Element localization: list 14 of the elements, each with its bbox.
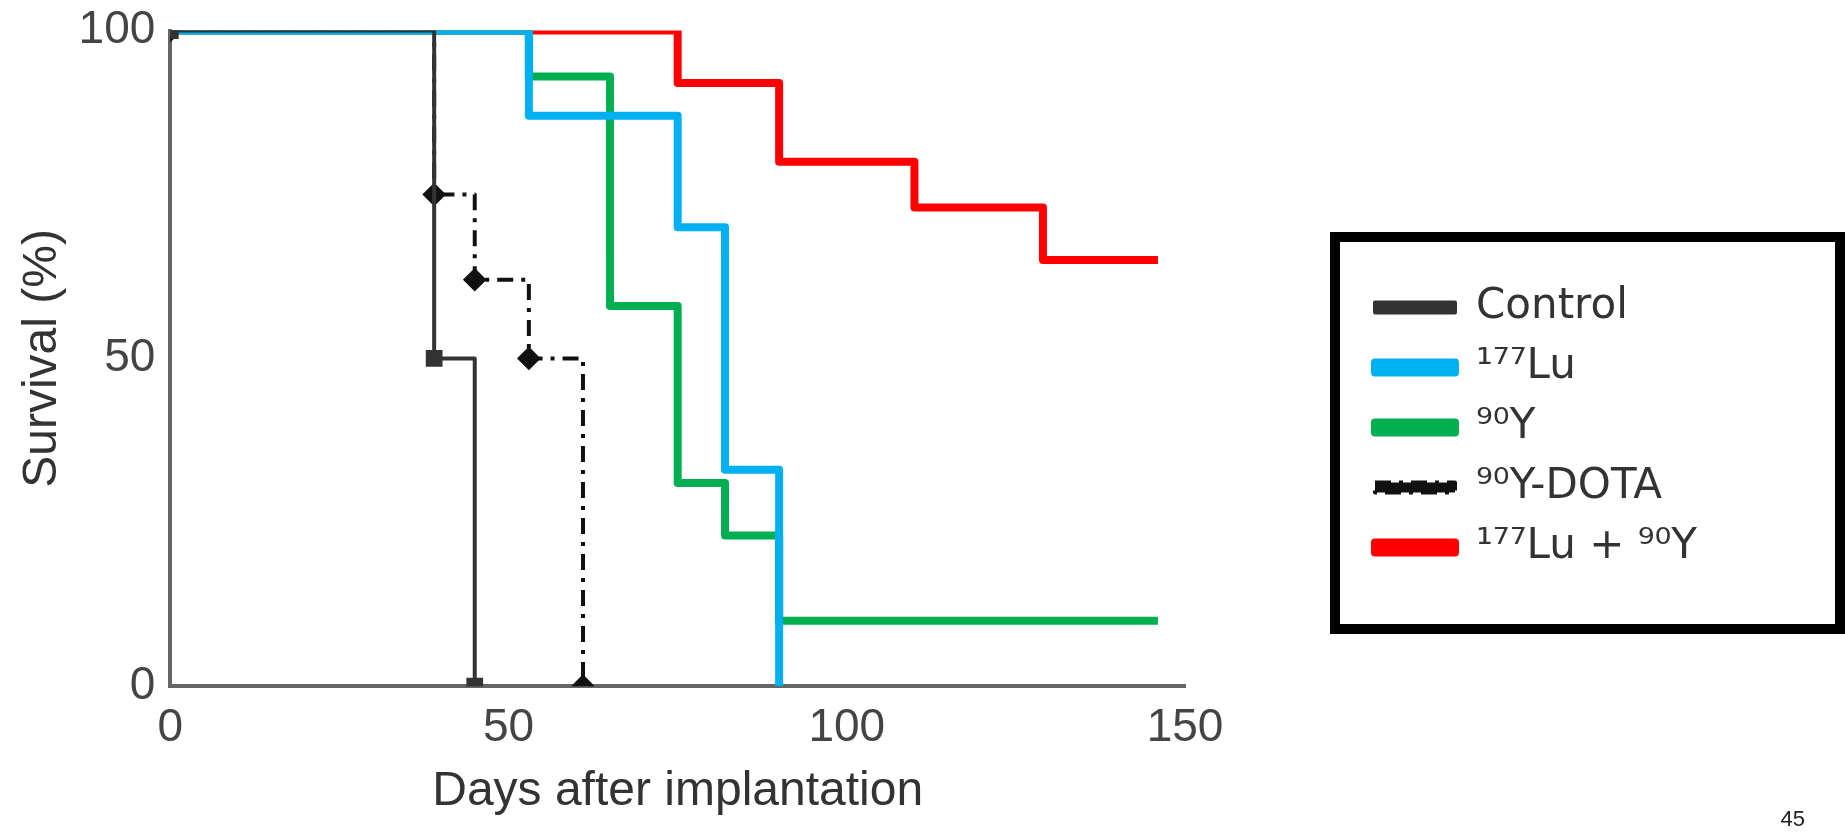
legend-label: ¹⁷⁷Lu [1476, 339, 1576, 389]
legend-label: ⁹⁰Y [1476, 399, 1536, 449]
legend-label: ⁹⁰Y-DOTA [1476, 459, 1663, 509]
y-axis-title: Survival (%) [13, 229, 67, 488]
y-tick-label: 50 [104, 329, 156, 382]
text: 45 [1780, 806, 1805, 832]
x-axis-title: Days after implantation [432, 762, 924, 816]
x-tick-label: 50 [482, 699, 535, 752]
y-tick-label: 100 [78, 1, 156, 54]
x-tick-label: 100 [808, 699, 886, 752]
x-tick-label: 150 [1146, 699, 1224, 752]
y-tick-label: 0 [129, 656, 156, 709]
legend-label: Control [1476, 279, 1628, 329]
legend-label: ¹⁷⁷Lu + ⁹⁰Y [1476, 519, 1698, 569]
